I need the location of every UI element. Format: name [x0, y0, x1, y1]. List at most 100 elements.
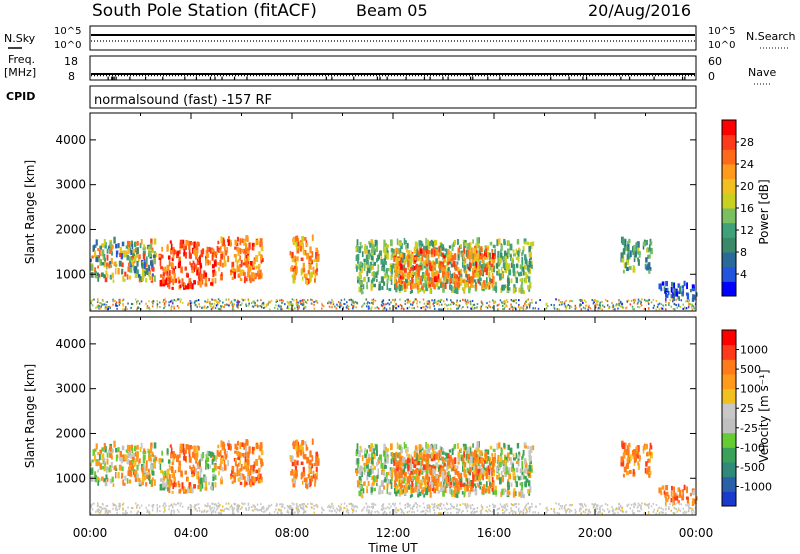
velocity-cell — [220, 457, 224, 463]
power-cell — [298, 300, 301, 303]
power-cell — [475, 250, 478, 256]
velocity-cell — [267, 507, 269, 510]
power-cell — [621, 305, 624, 308]
velocity-cell — [489, 445, 493, 450]
power-cell — [438, 308, 440, 311]
velocity-cell — [647, 505, 650, 508]
velocity-cell — [597, 512, 599, 515]
power-cell — [94, 267, 97, 275]
velocity-cell — [627, 450, 630, 456]
velocity-cell — [222, 505, 224, 508]
power-cell — [623, 262, 626, 269]
velocity-cell — [633, 502, 636, 505]
velocity-cell — [209, 451, 213, 458]
velocity-cell — [342, 510, 344, 513]
velocity-cell — [145, 466, 148, 471]
velocity-cell — [227, 459, 230, 467]
power-cell — [262, 303, 265, 306]
velocity-cell — [126, 478, 129, 484]
power-cell — [182, 286, 186, 290]
power-cell — [252, 305, 255, 308]
power-cell — [330, 306, 333, 309]
velocity-cell — [479, 512, 482, 515]
power-cell — [143, 262, 146, 269]
velocity-cell — [688, 503, 691, 506]
power-cell — [198, 303, 200, 306]
velocity-cell — [109, 465, 112, 469]
power-cell — [425, 305, 427, 308]
power-cell — [373, 276, 376, 282]
velocity-cell — [315, 451, 318, 459]
power-cell — [291, 252, 294, 260]
power-cell — [526, 306, 528, 309]
power-cell — [219, 259, 222, 267]
velocity-cell — [637, 463, 640, 470]
power-cell — [203, 306, 206, 309]
power-cell — [245, 277, 248, 282]
power-cell — [447, 249, 450, 255]
power-cell — [579, 305, 581, 308]
velocity-cell — [498, 461, 502, 468]
power-cell — [568, 300, 571, 303]
power-cell — [223, 255, 226, 262]
power-cell — [471, 260, 474, 267]
power-cell — [405, 240, 407, 245]
velocity-cell — [433, 506, 435, 509]
velocity-cell — [488, 489, 491, 494]
power-cell — [105, 300, 108, 303]
velocity-cell — [203, 474, 206, 478]
velocity-cell — [95, 460, 99, 466]
power-cell — [313, 301, 315, 304]
power-cell — [407, 298, 409, 301]
power-cell — [432, 264, 435, 271]
velocity-cell — [425, 473, 429, 480]
velocity-cell — [478, 449, 481, 455]
power-cell — [299, 241, 302, 248]
velocity-cell — [275, 503, 278, 506]
power-cell — [670, 286, 673, 293]
power-cell — [397, 285, 400, 290]
power-cell — [111, 244, 114, 249]
velocity-cell — [433, 509, 435, 512]
velocity-cell — [442, 461, 445, 469]
power-cell — [485, 277, 488, 284]
power-cell — [129, 258, 132, 264]
velocity-cell — [463, 469, 466, 476]
velocity-cell — [421, 447, 424, 451]
velocity-cell — [626, 470, 629, 476]
velocity-cell — [403, 441, 406, 449]
power-cell — [457, 304, 459, 307]
velocity-cell — [98, 453, 101, 461]
velocity-cell — [131, 447, 134, 454]
velocity-cell — [384, 454, 387, 462]
power-cell — [517, 305, 520, 308]
power-cell — [462, 279, 465, 283]
velocity-cell — [416, 509, 419, 512]
velocity-cell — [426, 463, 429, 468]
power-cell — [245, 254, 249, 262]
velocity-cell — [124, 475, 127, 481]
power-cell — [420, 256, 423, 263]
power-cell — [185, 272, 189, 278]
velocity-cell — [490, 467, 493, 472]
power-cell — [227, 236, 230, 243]
power-cell — [166, 264, 170, 272]
velocity-cell — [579, 509, 581, 512]
velocity-cell — [172, 482, 175, 490]
nsky-left-top-tick: 10^5 — [54, 26, 81, 37]
power-cell — [425, 245, 429, 251]
power-cell — [376, 258, 378, 263]
power-cell — [219, 299, 221, 302]
power-cell — [247, 266, 250, 272]
velocity-cell — [363, 470, 366, 475]
velocity-cell — [368, 506, 371, 509]
velocity-cell — [358, 468, 362, 474]
velocity-cell — [149, 480, 152, 484]
velocity-cell — [262, 507, 265, 510]
velocity-cell — [177, 502, 179, 505]
velocity-cell — [440, 481, 442, 486]
velocity-cell — [284, 507, 286, 510]
power-cell — [634, 249, 637, 257]
velocity-cell — [196, 473, 199, 480]
velocity-cell — [243, 462, 247, 468]
